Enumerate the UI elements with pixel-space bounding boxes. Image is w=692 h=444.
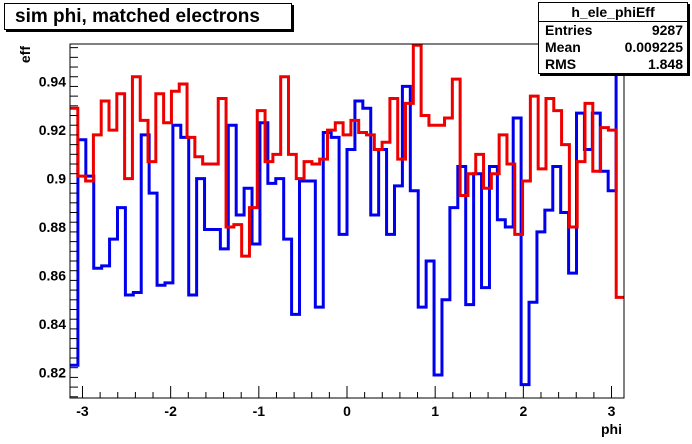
stats-row-rms: RMS 1.848 bbox=[539, 56, 687, 73]
stats-label: RMS bbox=[545, 56, 577, 72]
stats-row-entries: Entries 9287 bbox=[539, 22, 687, 39]
stats-value: 9287 bbox=[651, 22, 683, 38]
y-tick-label: 0.94 bbox=[39, 74, 66, 90]
stats-label: Entries bbox=[545, 22, 593, 38]
x-tick-label: 3 bbox=[608, 403, 616, 419]
x-tick-label: 1 bbox=[431, 403, 439, 419]
x-tick-label: -3 bbox=[76, 403, 89, 419]
y-tick-label: 0.86 bbox=[39, 268, 66, 284]
series-line-1 bbox=[70, 43, 624, 299]
y-tick-label: 0.88 bbox=[39, 219, 66, 235]
x-tick-label: 2 bbox=[519, 403, 527, 419]
y-axis-label: eff bbox=[17, 46, 33, 63]
y-tick-label: 0.84 bbox=[39, 316, 66, 332]
x-axis-label: phi bbox=[601, 421, 622, 437]
stats-value: 1.848 bbox=[647, 56, 683, 72]
stats-value: 0.009225 bbox=[624, 39, 683, 55]
stats-label: Mean bbox=[545, 39, 581, 55]
x-tick-label: -1 bbox=[253, 403, 266, 419]
chart-title: sim phi, matched electrons bbox=[4, 3, 292, 30]
x-tick-label: -2 bbox=[164, 403, 177, 419]
y-tick-label: 0.92 bbox=[39, 122, 66, 138]
y-tick-label: 0.82 bbox=[39, 365, 66, 381]
y-tick-label: 0.9 bbox=[47, 171, 67, 187]
stats-box: h_ele_phiEff Entries 9287 Mean 0.009225 … bbox=[538, 2, 688, 74]
x-tick-label: 0 bbox=[343, 403, 351, 419]
series-line-0 bbox=[70, 58, 624, 387]
stats-title: h_ele_phiEff bbox=[539, 3, 687, 22]
stats-row-mean: Mean 0.009225 bbox=[539, 39, 687, 56]
